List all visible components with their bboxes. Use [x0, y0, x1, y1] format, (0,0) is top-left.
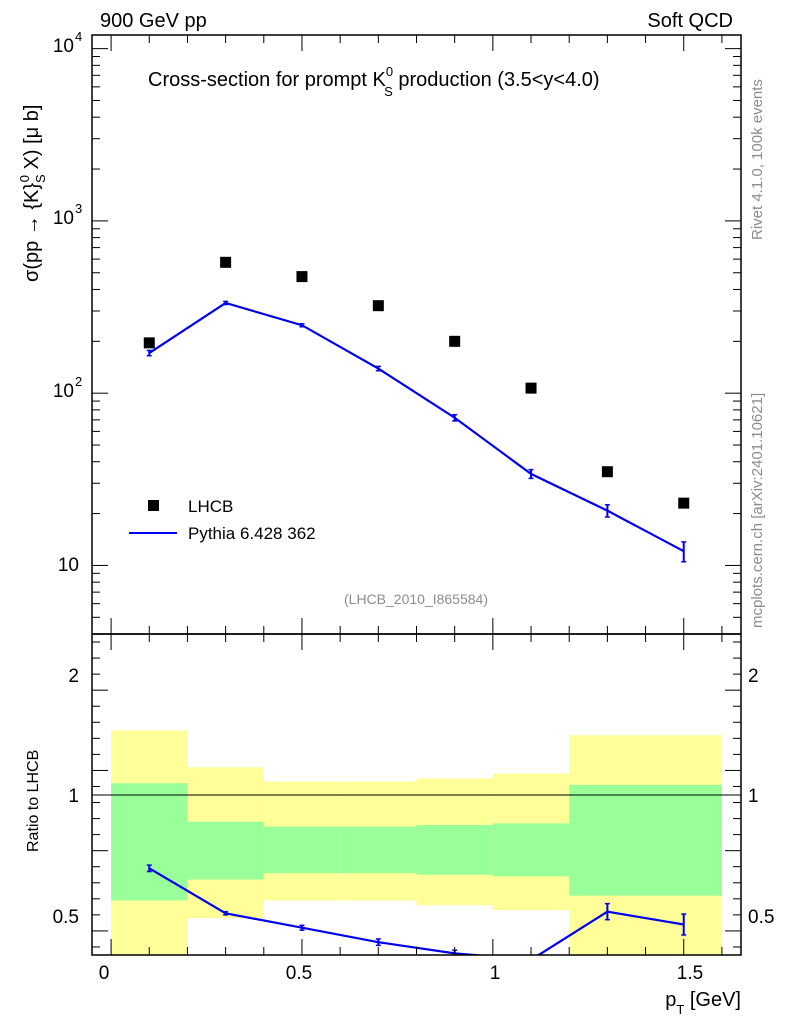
chart-title-suffix: production (3.5<y<4.0)	[393, 69, 600, 91]
lhcb-point	[372, 300, 384, 312]
pythia-line	[148, 301, 685, 553]
chart-title: Cross-section for prompt K0 S production …	[148, 64, 600, 99]
band-inner	[187, 821, 264, 880]
band-inner	[111, 783, 188, 901]
ratio-y-tick-label-right: 0.5	[748, 907, 774, 928]
x-tick-label: 1	[490, 963, 501, 984]
band-inner	[340, 826, 417, 874]
legend: LHCB Pythia 6.428 362	[129, 497, 316, 543]
lhcb-point	[678, 497, 690, 509]
band-inner	[263, 826, 341, 874]
ratio-y-tick-label: 0.5	[53, 907, 79, 928]
x-tick-label: 1.5	[677, 963, 703, 984]
ratio-y-tick-labels-left: 0.5 1 2	[53, 666, 79, 928]
x-axis-label: pT [GeV]	[665, 989, 741, 1017]
analysis-id: (LHCB_2010_I865584)	[344, 591, 488, 607]
chart-title-prefix: Cross-section for prompt K	[148, 69, 387, 91]
lhcb-point	[601, 466, 613, 478]
lhcb-point	[296, 271, 308, 283]
legend-label-lhcb: LHCB	[188, 497, 233, 516]
ratio-y-tick-label-right: 1	[748, 786, 759, 807]
main-plot-frame	[91, 34, 742, 635]
main-y-label-sub: S	[33, 174, 48, 183]
legend-marker-lhcb	[148, 500, 159, 511]
x-label-sub: T	[676, 1002, 684, 1017]
ratio-y-tick-label: 1	[68, 786, 79, 807]
axis-ticks	[92, 35, 741, 955]
main-y-axis-label: σ(pp → {K}S0 X) [μ b]	[17, 105, 48, 282]
lhcb-point	[143, 337, 155, 349]
x-tick-label: 0.5	[286, 963, 312, 984]
band-inner	[569, 784, 646, 896]
main-y-label-part-b: X) [μ b]	[21, 105, 43, 175]
lhcb-point	[220, 256, 232, 268]
x-label-part-b: [GeV]	[684, 989, 741, 1011]
main-y-tick-label-exp: 4	[75, 29, 82, 44]
ratio-y-tick-labels-right: 0.5 1 2	[748, 666, 774, 928]
chart-title-sup: 0	[386, 64, 393, 79]
header-left: 900 GeV pp	[100, 10, 207, 32]
band-inner	[492, 823, 570, 877]
side-label-bottom: mcplots.cern.ch [arXiv:2401.10621]	[749, 393, 766, 628]
main-y-tick-labels: 10 10 2 10 3 10 4	[53, 29, 82, 576]
main-y-tick-label-exp: 2	[75, 374, 82, 389]
ratio-uncertainty-bands	[111, 730, 722, 955]
legend-label-pythia: Pythia 6.428 362	[188, 524, 316, 543]
main-y-tick-label-exp: 3	[75, 201, 82, 216]
ratio-y-tick-label-right: 2	[748, 666, 759, 687]
main-y-tick-label: 10	[53, 208, 74, 229]
header-right: Soft QCD	[647, 10, 733, 32]
main-y-tick-label: 10	[58, 555, 79, 576]
main-series-group	[143, 256, 690, 563]
lhcb-point	[525, 382, 537, 394]
ratio-y-tick-label: 2	[68, 666, 79, 687]
x-tick-labels: 0 0.5 1 1.5	[99, 963, 704, 984]
chart-title-sub: S	[384, 84, 393, 99]
band-inner	[645, 784, 722, 896]
x-tick-label: 0	[99, 963, 110, 984]
main-y-tick-label: 10	[53, 36, 74, 57]
side-label-top: Rivet 4.1.0, 100k events	[749, 79, 766, 240]
main-y-label-part-a: σ(pp → {K}	[21, 183, 43, 282]
main-y-tick-label: 10	[53, 381, 74, 402]
lhcb-point	[449, 335, 461, 347]
main-y-label-sup: 0	[17, 175, 32, 182]
ratio-y-axis-label: Ratio to LHCB	[25, 750, 42, 852]
x-label-part-a: p	[665, 989, 676, 1011]
band-inner	[416, 824, 493, 875]
